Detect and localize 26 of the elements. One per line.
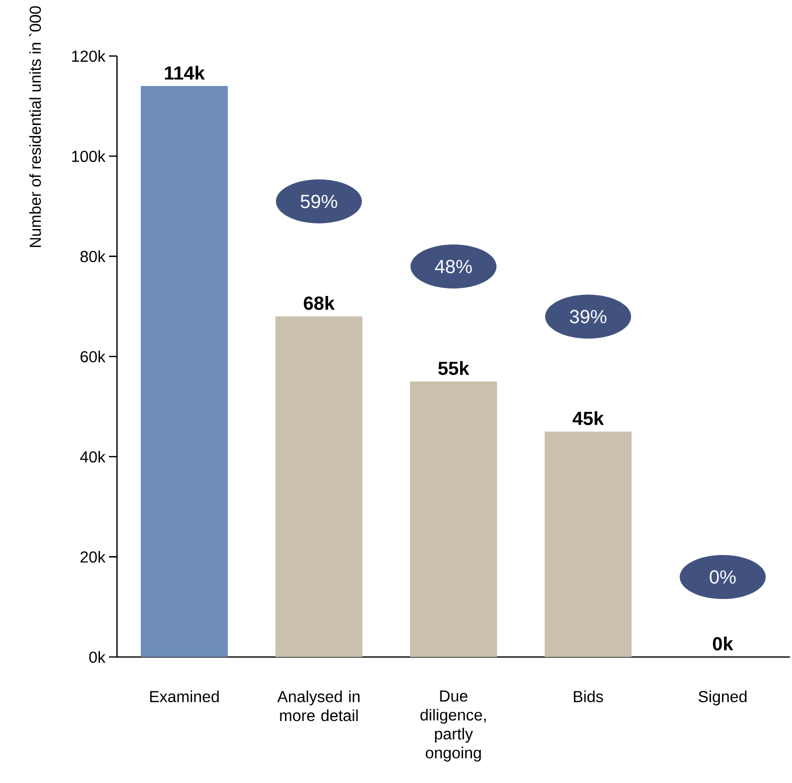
bar: [275, 316, 362, 657]
bar: [140, 86, 228, 657]
y-tick-label: 120k: [72, 50, 106, 62]
x-tick-label: Analysed in more detail: [277, 690, 360, 722]
annotation: 39%: [570, 310, 606, 324]
bar: [544, 432, 632, 657]
data-label: 45k: [572, 411, 604, 426]
bar: [410, 382, 498, 657]
x-tick-label: Signed: [698, 690, 746, 706]
data-label: 114k: [164, 66, 205, 80]
y-tick-label: 80k: [80, 250, 106, 262]
data-label: 0k: [712, 636, 734, 650]
annotation: 0%: [710, 570, 736, 584]
y-tick-label: 60k: [80, 350, 106, 362]
x-tick-label: Examined: [150, 690, 219, 702]
annotation: 59%: [300, 194, 338, 208]
data-label: 55k: [438, 361, 470, 376]
annotation: 48%: [435, 260, 472, 274]
y-tick-label: 20k: [80, 550, 106, 563]
x-tick-label: Due diligence, partly ongoing: [420, 690, 486, 762]
y-tick-label: 100k: [72, 150, 106, 162]
y-tick-label: 0k: [89, 651, 106, 663]
y-axis-title: Number of residential units in `000: [29, 6, 41, 247]
y-tick-label: 40k: [80, 450, 106, 463]
x-tick-label: Bids: [574, 690, 604, 702]
data-label: 68k: [304, 296, 335, 310]
